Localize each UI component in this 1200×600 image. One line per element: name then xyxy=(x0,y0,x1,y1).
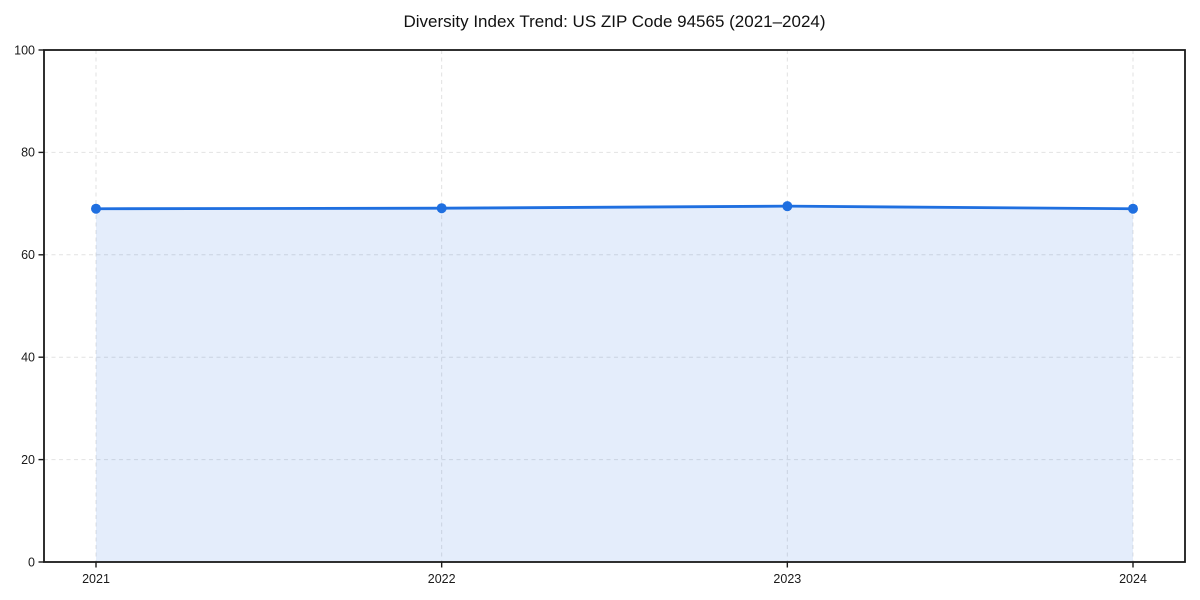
x-tick-label: 2023 xyxy=(773,572,801,586)
data-point-2024 xyxy=(1128,203,1138,214)
plot-border xyxy=(43,49,1186,563)
y-tick-label: 80 xyxy=(21,146,35,160)
y-tick-label: 0 xyxy=(28,555,35,569)
data-point-2023 xyxy=(782,201,793,212)
trend-line xyxy=(94,204,1135,211)
x-tick-label: 2021 xyxy=(82,572,110,586)
chart-title: Diversity Index Trend: US ZIP Code 94565… xyxy=(403,12,826,31)
y-tick-label: 60 xyxy=(21,248,35,262)
area-fill xyxy=(96,206,1133,562)
y-tick-label: 20 xyxy=(21,453,35,467)
y-tick-label: 100 xyxy=(14,43,35,57)
y-tick-label: 40 xyxy=(21,351,35,365)
x-tick-label: 2022 xyxy=(428,572,456,586)
data-point-2021 xyxy=(91,203,101,214)
x-tick-label: 2024 xyxy=(1119,572,1147,586)
data-point-2022 xyxy=(436,203,447,214)
